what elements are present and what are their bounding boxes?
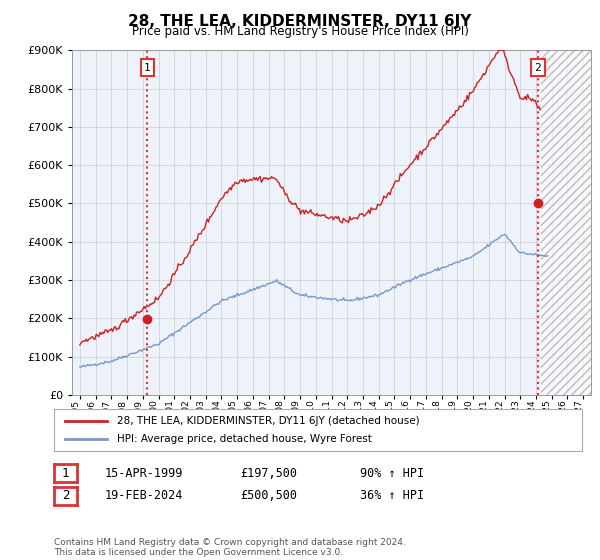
- Text: HPI: Average price, detached house, Wyre Forest: HPI: Average price, detached house, Wyre…: [118, 434, 372, 444]
- Text: £197,500: £197,500: [240, 466, 297, 480]
- Text: 15-APR-1999: 15-APR-1999: [105, 466, 184, 480]
- Text: 1: 1: [62, 466, 69, 480]
- Text: 2007: 2007: [260, 399, 269, 422]
- Text: 1996: 1996: [86, 399, 95, 422]
- Text: 2024: 2024: [527, 399, 536, 422]
- Text: 2009: 2009: [291, 399, 300, 422]
- Text: 2020: 2020: [464, 399, 473, 422]
- Text: 2022: 2022: [496, 399, 505, 422]
- Text: 2014: 2014: [370, 399, 379, 422]
- Text: 2023: 2023: [511, 399, 520, 422]
- Text: 28, THE LEA, KIDDERMINSTER, DY11 6JY (detached house): 28, THE LEA, KIDDERMINSTER, DY11 6JY (de…: [118, 416, 420, 426]
- Text: 1995: 1995: [71, 399, 80, 422]
- Text: 2027: 2027: [574, 399, 583, 422]
- Text: 2021: 2021: [480, 399, 489, 422]
- Text: 2018: 2018: [433, 399, 442, 422]
- Text: 2017: 2017: [417, 399, 426, 422]
- Bar: [541, 50, 591, 395]
- Text: 2025: 2025: [542, 399, 551, 422]
- Text: 19-FEB-2024: 19-FEB-2024: [105, 489, 184, 502]
- Text: 2001: 2001: [165, 399, 174, 422]
- Text: 90% ↑ HPI: 90% ↑ HPI: [360, 466, 424, 480]
- Text: 2015: 2015: [385, 399, 394, 422]
- Text: 2016: 2016: [401, 399, 410, 422]
- Text: 2008: 2008: [275, 399, 284, 422]
- Text: 2026: 2026: [559, 399, 568, 422]
- Text: £500,500: £500,500: [240, 489, 297, 502]
- Text: 2000: 2000: [149, 399, 158, 422]
- Text: Contains HM Land Registry data © Crown copyright and database right 2024.
This d: Contains HM Land Registry data © Crown c…: [54, 538, 406, 557]
- Text: 2019: 2019: [448, 399, 457, 422]
- Text: 2003: 2003: [197, 399, 206, 422]
- Text: 2004: 2004: [212, 399, 221, 422]
- Bar: [541, 50, 591, 395]
- Text: 28, THE LEA, KIDDERMINSTER, DY11 6JY: 28, THE LEA, KIDDERMINSTER, DY11 6JY: [128, 14, 472, 29]
- Text: 1997: 1997: [103, 399, 112, 422]
- Text: 2: 2: [62, 489, 69, 502]
- Text: 2013: 2013: [354, 399, 363, 422]
- Text: 36% ↑ HPI: 36% ↑ HPI: [360, 489, 424, 502]
- Text: 2010: 2010: [307, 399, 316, 422]
- Text: 1998: 1998: [118, 399, 127, 422]
- Text: 2006: 2006: [244, 399, 253, 422]
- Text: 1: 1: [144, 63, 151, 73]
- Text: Price paid vs. HM Land Registry's House Price Index (HPI): Price paid vs. HM Land Registry's House …: [131, 25, 469, 38]
- Text: 2011: 2011: [323, 399, 331, 422]
- Text: 2: 2: [535, 63, 541, 73]
- Text: 2012: 2012: [338, 399, 347, 422]
- Text: 1999: 1999: [134, 399, 143, 422]
- Text: 2002: 2002: [181, 399, 190, 422]
- Text: 2005: 2005: [228, 399, 237, 422]
